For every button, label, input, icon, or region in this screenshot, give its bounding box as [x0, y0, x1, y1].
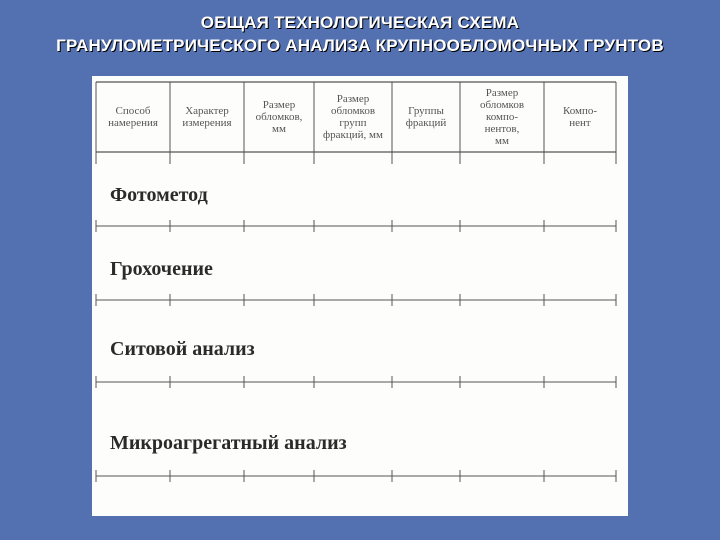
svg-text:намерения: намерения — [108, 117, 158, 129]
svg-text:Размер: Размер — [337, 93, 370, 105]
svg-text:мм: мм — [272, 123, 286, 135]
svg-text:мм: мм — [495, 135, 509, 147]
slide-title: ОБЩАЯ ТЕХНОЛОГИЧЕСКАЯ СХЕМА ГРАНУЛОМЕТРИ… — [0, 12, 720, 58]
scan-paper: СпособнамеренияХарактеризмеренияРазмероб… — [92, 76, 628, 516]
svg-text:фракций: фракций — [406, 117, 447, 129]
svg-text:нентов,: нентов, — [485, 123, 520, 135]
svg-text:обломков: обломков — [480, 99, 524, 111]
svg-text:компо-: компо- — [486, 111, 518, 123]
svg-text:фракций, мм: фракций, мм — [323, 129, 383, 141]
svg-text:Группы: Группы — [408, 105, 444, 117]
svg-text:обломков: обломков — [331, 105, 375, 117]
svg-text:Компо-: Компо- — [563, 105, 597, 117]
svg-text:Характер: Характер — [185, 105, 229, 117]
row-label-1: Грохочение — [110, 258, 213, 281]
svg-text:групп: групп — [339, 117, 366, 129]
title-line-2: ГРАНУЛОМЕТРИЧЕСКОГО АНАЛИЗА КРУПНООБЛОМО… — [56, 36, 664, 55]
svg-text:измерения: измерения — [182, 117, 231, 129]
slide: ОБЩАЯ ТЕХНОЛОГИЧЕСКАЯ СХЕМА ГРАНУЛОМЕТРИ… — [0, 0, 720, 540]
svg-text:Размер: Размер — [486, 87, 519, 99]
svg-text:нент: нент — [569, 117, 591, 129]
row-label-3: Микроагрегатный анализ — [110, 432, 347, 455]
row-label-0: Фотометод — [110, 184, 208, 207]
svg-text:обломков,: обломков, — [256, 111, 303, 123]
svg-text:Размер: Размер — [263, 99, 296, 111]
row-label-2: Ситовой анализ — [110, 338, 255, 361]
title-line-1: ОБЩАЯ ТЕХНОЛОГИЧЕСКАЯ СХЕМА — [201, 13, 519, 32]
svg-text:Способ: Способ — [116, 105, 151, 117]
